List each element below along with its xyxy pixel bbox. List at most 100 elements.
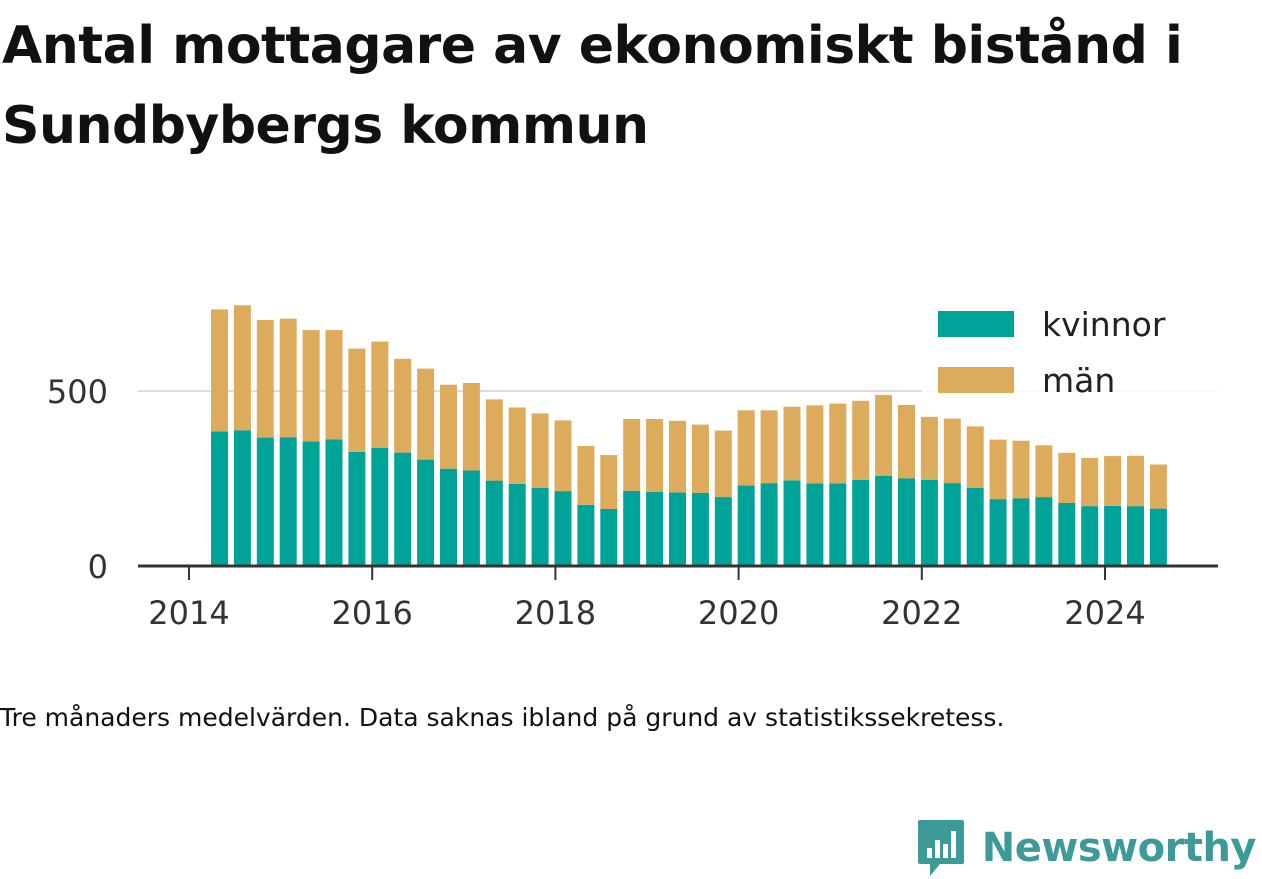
bar-man-2017-11 bbox=[531, 413, 549, 488]
bar-kvinnor-2016-11 bbox=[440, 468, 457, 566]
bar-man-2015-02 bbox=[279, 318, 297, 438]
y-tick-label-0: 0 bbox=[88, 548, 108, 586]
bar-kvinnor-2015-08 bbox=[325, 439, 343, 566]
stacked-bar-chart: 2014 2016 2018 2020 2022 2024 0 500 kvinnor män bbox=[46, 296, 1222, 632]
chat-bar-chart-icon bbox=[917, 820, 964, 876]
bar-kvinnor-2020-05 bbox=[760, 483, 778, 566]
bar-man-2018-02 bbox=[554, 420, 572, 492]
bar-kvinnor-2016-08 bbox=[417, 459, 435, 566]
bar-man-2021-02 bbox=[829, 403, 847, 484]
bar-man-2014-08 bbox=[233, 305, 251, 431]
chart-caption: Tre månaders medelvärden. Data saknas ib… bbox=[0, 703, 1005, 732]
bar-man-2022-05 bbox=[943, 418, 961, 483]
bar-man-2016-02 bbox=[371, 341, 389, 448]
bar-kvinnor-2024-08 bbox=[1149, 508, 1167, 566]
x-tick-label-2024: 2024 bbox=[1064, 594, 1145, 632]
x-tick-label-2022: 2022 bbox=[881, 594, 962, 632]
bar-man-2022-02 bbox=[920, 416, 938, 480]
bar-kvinnor-2019-02 bbox=[646, 491, 664, 566]
bar-kvinnor-2021-11 bbox=[898, 478, 915, 566]
bar-man-2023-08 bbox=[1058, 452, 1076, 503]
bar-man-2024-05 bbox=[1127, 455, 1144, 507]
x-tick-label-2018: 2018 bbox=[515, 594, 596, 632]
bar-kvinnor-2021-05 bbox=[852, 479, 870, 566]
bar-man-2022-08 bbox=[966, 426, 984, 488]
bar-man-2017-08 bbox=[508, 407, 526, 484]
bar-man-2014-11 bbox=[256, 320, 274, 438]
bar-man-2019-11 bbox=[714, 430, 732, 498]
bar-kvinnor-2018-11 bbox=[623, 490, 641, 567]
bar-man-2021-08 bbox=[875, 394, 893, 476]
bar-kvinnor-2017-02 bbox=[462, 470, 480, 566]
bar-man-2015-05 bbox=[302, 330, 320, 442]
bar-man-2023-05 bbox=[1035, 445, 1053, 498]
bar-man-2016-05 bbox=[394, 358, 412, 453]
bar-man-2023-11 bbox=[1081, 457, 1099, 507]
bar-kvinnor-2015-02 bbox=[279, 437, 297, 566]
bar-kvinnor-2014-11 bbox=[256, 437, 274, 566]
bar-man-2015-08 bbox=[325, 330, 343, 440]
bar-kvinnor-2022-02 bbox=[920, 479, 938, 566]
newsworthy-logo[interactable]: Newsworthy bbox=[916, 818, 1257, 878]
brand-name: Newsworthy bbox=[981, 825, 1257, 871]
bar-kvinnor-2017-08 bbox=[508, 483, 526, 567]
axes: 2014 2016 2018 2020 2022 2024 0 500 bbox=[47, 373, 1218, 632]
bar-kvinnor-2022-05 bbox=[943, 483, 961, 566]
bar-kvinnor-2018-02 bbox=[554, 491, 572, 566]
bar-man-2014-05 bbox=[211, 309, 228, 432]
bar-kvinnor-2020-02 bbox=[737, 485, 755, 566]
bar-man-2017-02 bbox=[462, 383, 480, 471]
bar-man-2018-08 bbox=[600, 455, 618, 509]
bar-man-2016-11 bbox=[440, 384, 457, 469]
bar-man-2017-05 bbox=[485, 399, 503, 481]
y-tick-label-500: 500 bbox=[47, 373, 108, 411]
bar-kvinnor-2018-05 bbox=[577, 504, 595, 567]
legend: kvinnor män bbox=[922, 296, 1222, 408]
bar-kvinnor-2024-05 bbox=[1127, 506, 1144, 566]
bar-man-2024-08 bbox=[1149, 464, 1167, 509]
bar-kvinnor-2023-11 bbox=[1081, 506, 1099, 566]
bar-man-2016-08 bbox=[417, 368, 435, 460]
x-tick-label-2014: 2014 bbox=[148, 594, 229, 632]
bar-man-2018-05 bbox=[577, 445, 595, 505]
bar-kvinnor-2015-05 bbox=[302, 441, 320, 566]
bar-kvinnor-2019-05 bbox=[669, 492, 686, 566]
bar-kvinnor-2023-05 bbox=[1035, 497, 1053, 566]
bar-man-2019-05 bbox=[669, 420, 686, 493]
legend-swatch-kvinnor bbox=[938, 311, 1014, 337]
legend-label-man: män bbox=[1042, 361, 1115, 400]
bar-man-2019-02 bbox=[646, 419, 664, 492]
bar-man-2023-02 bbox=[1012, 440, 1030, 499]
bar-kvinnor-2021-08 bbox=[875, 475, 893, 566]
bar-kvinnor-2015-11 bbox=[348, 451, 366, 566]
bar-kvinnor-2017-05 bbox=[485, 480, 503, 566]
bar-kvinnor-2014-05 bbox=[211, 431, 228, 567]
bar-kvinnor-2021-02 bbox=[829, 483, 847, 566]
bar-man-2018-11 bbox=[623, 419, 641, 491]
legend-label-kvinnor: kvinnor bbox=[1042, 305, 1166, 344]
bar-kvinnor-2023-08 bbox=[1058, 503, 1076, 566]
bar-kvinnor-2023-02 bbox=[1012, 498, 1030, 566]
x-tick-label-2020: 2020 bbox=[698, 594, 779, 632]
bar-kvinnor-2016-02 bbox=[371, 447, 389, 566]
bar-kvinnor-2020-08 bbox=[783, 480, 801, 567]
x-tick-label-2016: 2016 bbox=[331, 594, 412, 632]
bar-man-2020-08 bbox=[783, 406, 801, 481]
bar-kvinnor-2020-11 bbox=[806, 483, 824, 566]
bar-man-2020-11 bbox=[806, 405, 824, 484]
bar-kvinnor-2022-08 bbox=[966, 487, 984, 566]
bar-kvinnor-2016-05 bbox=[394, 452, 412, 566]
bar-kvinnor-2019-08 bbox=[691, 492, 709, 566]
bar-man-2022-11 bbox=[989, 439, 1007, 500]
bar-kvinnor-2014-08 bbox=[233, 430, 251, 566]
bar-kvinnor-2019-11 bbox=[714, 497, 732, 566]
legend-swatch-man bbox=[938, 367, 1014, 393]
bar-man-2024-02 bbox=[1104, 456, 1122, 506]
bars bbox=[211, 305, 1167, 567]
bar-kvinnor-2024-02 bbox=[1104, 505, 1122, 566]
bar-kvinnor-2022-11 bbox=[989, 499, 1007, 566]
bar-man-2020-02 bbox=[737, 410, 755, 486]
bar-man-2019-08 bbox=[691, 424, 709, 493]
bar-man-2015-11 bbox=[348, 348, 366, 452]
bar-man-2021-05 bbox=[852, 400, 870, 480]
